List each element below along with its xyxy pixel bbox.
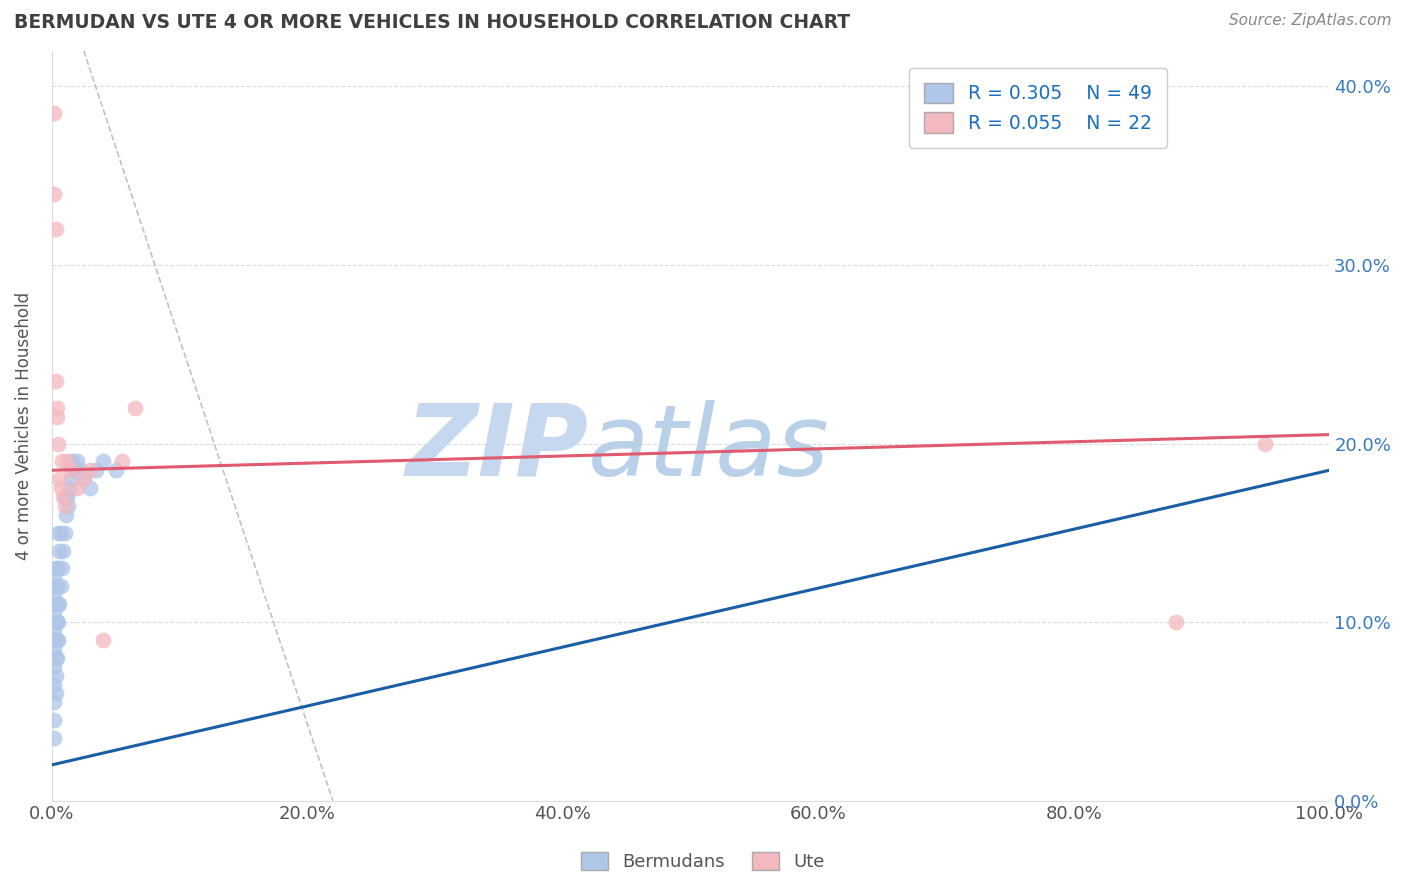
Point: [44, 624, 66, 638]
Point: [46, 597, 69, 611]
Point: [48, 543, 70, 558]
Point: [59, 481, 82, 495]
Point: [45, 650, 67, 665]
Point: [49, 481, 72, 495]
Point: [63, 463, 86, 477]
Point: [59, 463, 82, 477]
Point: [51, 561, 73, 575]
Point: [1254, 436, 1277, 450]
Point: [44, 186, 66, 201]
Point: [45, 632, 67, 647]
Point: [66, 481, 89, 495]
Point: [45, 597, 67, 611]
Point: [45, 686, 67, 700]
Point: [55, 508, 77, 522]
Point: [46, 525, 69, 540]
Point: [69, 463, 91, 477]
Point: [60, 454, 83, 468]
Point: [45, 579, 67, 593]
Point: [49, 525, 72, 540]
Point: [44, 731, 66, 745]
Point: [45, 579, 67, 593]
Point: [44, 659, 66, 673]
Point: [44, 695, 66, 709]
Point: [124, 401, 146, 415]
Point: [44, 606, 66, 620]
Point: [86, 463, 108, 477]
Text: BERMUDAN VS UTE 4 OR MORE VEHICLES IN HOUSEHOLD CORRELATION CHART: BERMUDAN VS UTE 4 OR MORE VEHICLES IN HO…: [14, 13, 851, 32]
Point: [45, 561, 67, 575]
Point: [52, 543, 75, 558]
Point: [73, 472, 96, 486]
Point: [44, 677, 66, 691]
Legend: R = 0.305    N = 49, R = 0.055    N = 22: R = 0.305 N = 49, R = 0.055 N = 22: [910, 68, 1167, 148]
Point: [48, 472, 70, 486]
Point: [73, 472, 96, 486]
Point: [59, 472, 82, 486]
Point: [53, 499, 76, 513]
Point: [53, 490, 76, 504]
Point: [1164, 615, 1187, 629]
Point: [79, 481, 101, 495]
Point: [44, 588, 66, 602]
Point: [45, 668, 67, 682]
Point: [44, 570, 66, 584]
Point: [56, 454, 79, 468]
Y-axis label: 4 or more Vehicles in Household: 4 or more Vehicles in Household: [15, 292, 32, 559]
Point: [52, 490, 75, 504]
Point: [44, 713, 66, 727]
Point: [104, 463, 127, 477]
Point: [49, 579, 72, 593]
Point: [45, 632, 67, 647]
Point: [45, 409, 67, 424]
Point: [53, 525, 76, 540]
Point: [45, 650, 67, 665]
Point: [91, 632, 114, 647]
Point: [111, 454, 134, 468]
Point: [79, 463, 101, 477]
Point: [45, 401, 67, 415]
Point: [45, 615, 67, 629]
Point: [44, 106, 66, 120]
Point: [46, 615, 69, 629]
Point: [45, 374, 67, 388]
Text: Source: ZipAtlas.com: Source: ZipAtlas.com: [1229, 13, 1392, 29]
Text: ZIP: ZIP: [405, 400, 588, 497]
Point: [46, 561, 69, 575]
Point: [44, 641, 66, 656]
Point: [45, 222, 67, 236]
Point: [48, 597, 70, 611]
Point: [58, 499, 80, 513]
Legend: Bermudans, Ute: Bermudans, Ute: [574, 845, 832, 879]
Point: [66, 454, 89, 468]
Point: [46, 632, 69, 647]
Text: atlas: atlas: [588, 400, 830, 497]
Point: [91, 454, 114, 468]
Point: [46, 436, 69, 450]
Point: [45, 615, 67, 629]
Point: [51, 454, 73, 468]
Point: [56, 490, 79, 504]
